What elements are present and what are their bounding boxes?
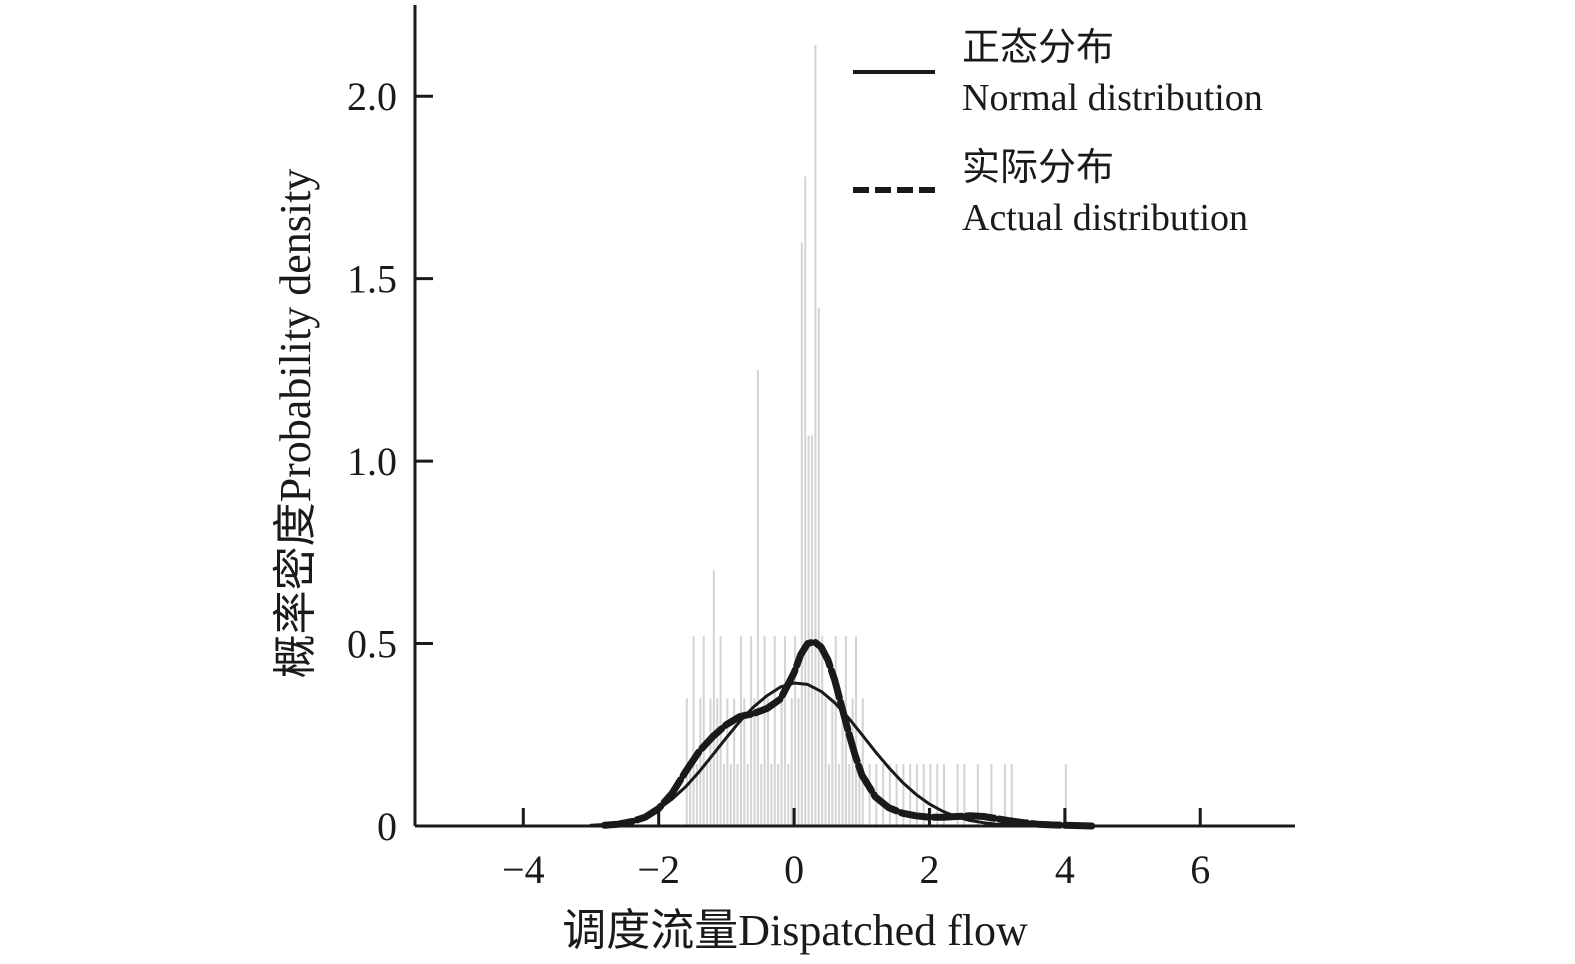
histogram-bar: [821, 636, 824, 826]
histogram-bar: [976, 763, 979, 826]
histogram-bar: [882, 763, 885, 826]
histogram-bar: [936, 763, 939, 826]
histogram-bar: [800, 242, 803, 826]
y-tick-label: 2.0: [347, 74, 397, 119]
tick-labels: −4 −2 0 2 4 6 0 0.5 1.0 1.5 2.0 调度流量Dispatched flow…: [271, 74, 1210, 955]
histogram-bar: [777, 763, 780, 826]
histogram-bar: [794, 636, 797, 826]
histogram-bar: [695, 763, 698, 826]
histogram-bar: [702, 636, 705, 826]
axes: [413, 5, 1295, 828]
legend-label-en: Normal distribution: [962, 77, 1263, 119]
histogram-bar: [848, 763, 851, 826]
y-tick-label: 0: [377, 804, 397, 849]
histogram-bar: [861, 698, 864, 826]
histogram-bar: [736, 763, 739, 826]
legend-label-en: Actual distribution: [962, 197, 1248, 239]
x-tick-label: −2: [637, 847, 680, 892]
histogram-bars: [685, 45, 1067, 827]
histogram-bar: [909, 763, 912, 826]
histogram-bar: [733, 698, 736, 826]
histogram-bar: [895, 763, 898, 826]
histogram-bar: [990, 763, 993, 826]
histogram-bar: [729, 763, 732, 826]
histogram-bar: [699, 698, 702, 826]
histogram-bar: [1010, 763, 1013, 826]
histogram-bar: [770, 763, 773, 826]
histogram-bar: [956, 763, 959, 826]
histogram-bar: [807, 435, 810, 826]
histogram-bar: [692, 636, 695, 826]
histogram-bar: [787, 763, 790, 826]
y-tick-label: 0.5: [347, 622, 397, 667]
histogram-bar: [888, 763, 891, 826]
histogram-bar: [780, 698, 783, 826]
histogram-bar: [943, 763, 946, 826]
legend-label-cn: 正态分布: [962, 27, 1114, 69]
histogram-bar: [851, 698, 854, 826]
histogram-bar: [756, 369, 759, 826]
histogram-bar: [783, 636, 786, 826]
y-axis-label: 概率密度Probability density: [271, 169, 320, 679]
histogram-bar: [716, 698, 719, 826]
histogram-bar: [746, 763, 749, 826]
histogram-bar: [1064, 763, 1067, 826]
histogram-bar: [685, 698, 688, 826]
x-axis-label: 调度流量Dispatched flow: [562, 906, 1028, 955]
histogram-bar: [817, 307, 820, 826]
y-tick-label: 1.0: [347, 439, 397, 484]
actual-distribution-line: [601, 638, 1096, 830]
histogram-bar: [750, 636, 753, 826]
histogram-bar: [922, 763, 925, 826]
legend-label-cn: 实际分布: [962, 147, 1114, 189]
histogram-bar: [814, 45, 817, 827]
histogram-bar: [767, 698, 770, 826]
histogram-bar: [834, 636, 837, 826]
histogram-bar: [726, 698, 729, 826]
histogram-bar: [929, 763, 932, 826]
histogram-bar: [831, 698, 834, 826]
histogram-bar: [706, 763, 709, 826]
x-tick-label: 6: [1190, 847, 1210, 892]
x-tick-label: 0: [784, 847, 804, 892]
histogram-bar: [827, 763, 830, 826]
histogram-bar: [797, 698, 800, 826]
x-tick-label: 4: [1055, 847, 1075, 892]
histogram-bar: [855, 636, 858, 826]
histogram-bar: [712, 570, 715, 826]
histogram-bar: [790, 698, 793, 826]
histogram-bar: [1003, 763, 1006, 826]
histogram-bar: [858, 763, 861, 826]
histogram-bar: [824, 698, 827, 826]
histogram-bar: [763, 636, 766, 826]
histogram-bar: [811, 435, 814, 826]
histogram-bar: [709, 698, 712, 826]
legend: 正态分布 Normal distribution 实际分布 Actual distri…: [853, 27, 1263, 239]
y-tick-label: 1.5: [347, 257, 397, 302]
histogram-bar: [723, 763, 726, 826]
histogram-bar: [743, 698, 746, 826]
histogram-bar: [963, 763, 966, 826]
x-tick-label: 2: [919, 847, 939, 892]
histogram-bar: [838, 763, 841, 826]
histogram-bar: [760, 763, 763, 826]
histogram-bar: [902, 763, 905, 826]
histogram-bar: [868, 763, 871, 826]
density-lines: [589, 638, 1096, 830]
histogram-bar: [804, 176, 807, 826]
x-tick-label: −4: [502, 847, 545, 892]
histogram-bar: [773, 636, 776, 826]
histogram-bar: [841, 698, 844, 826]
histogram-bar: [753, 698, 756, 826]
histogram-bar: [689, 763, 692, 826]
histogram-bar: [739, 636, 742, 826]
